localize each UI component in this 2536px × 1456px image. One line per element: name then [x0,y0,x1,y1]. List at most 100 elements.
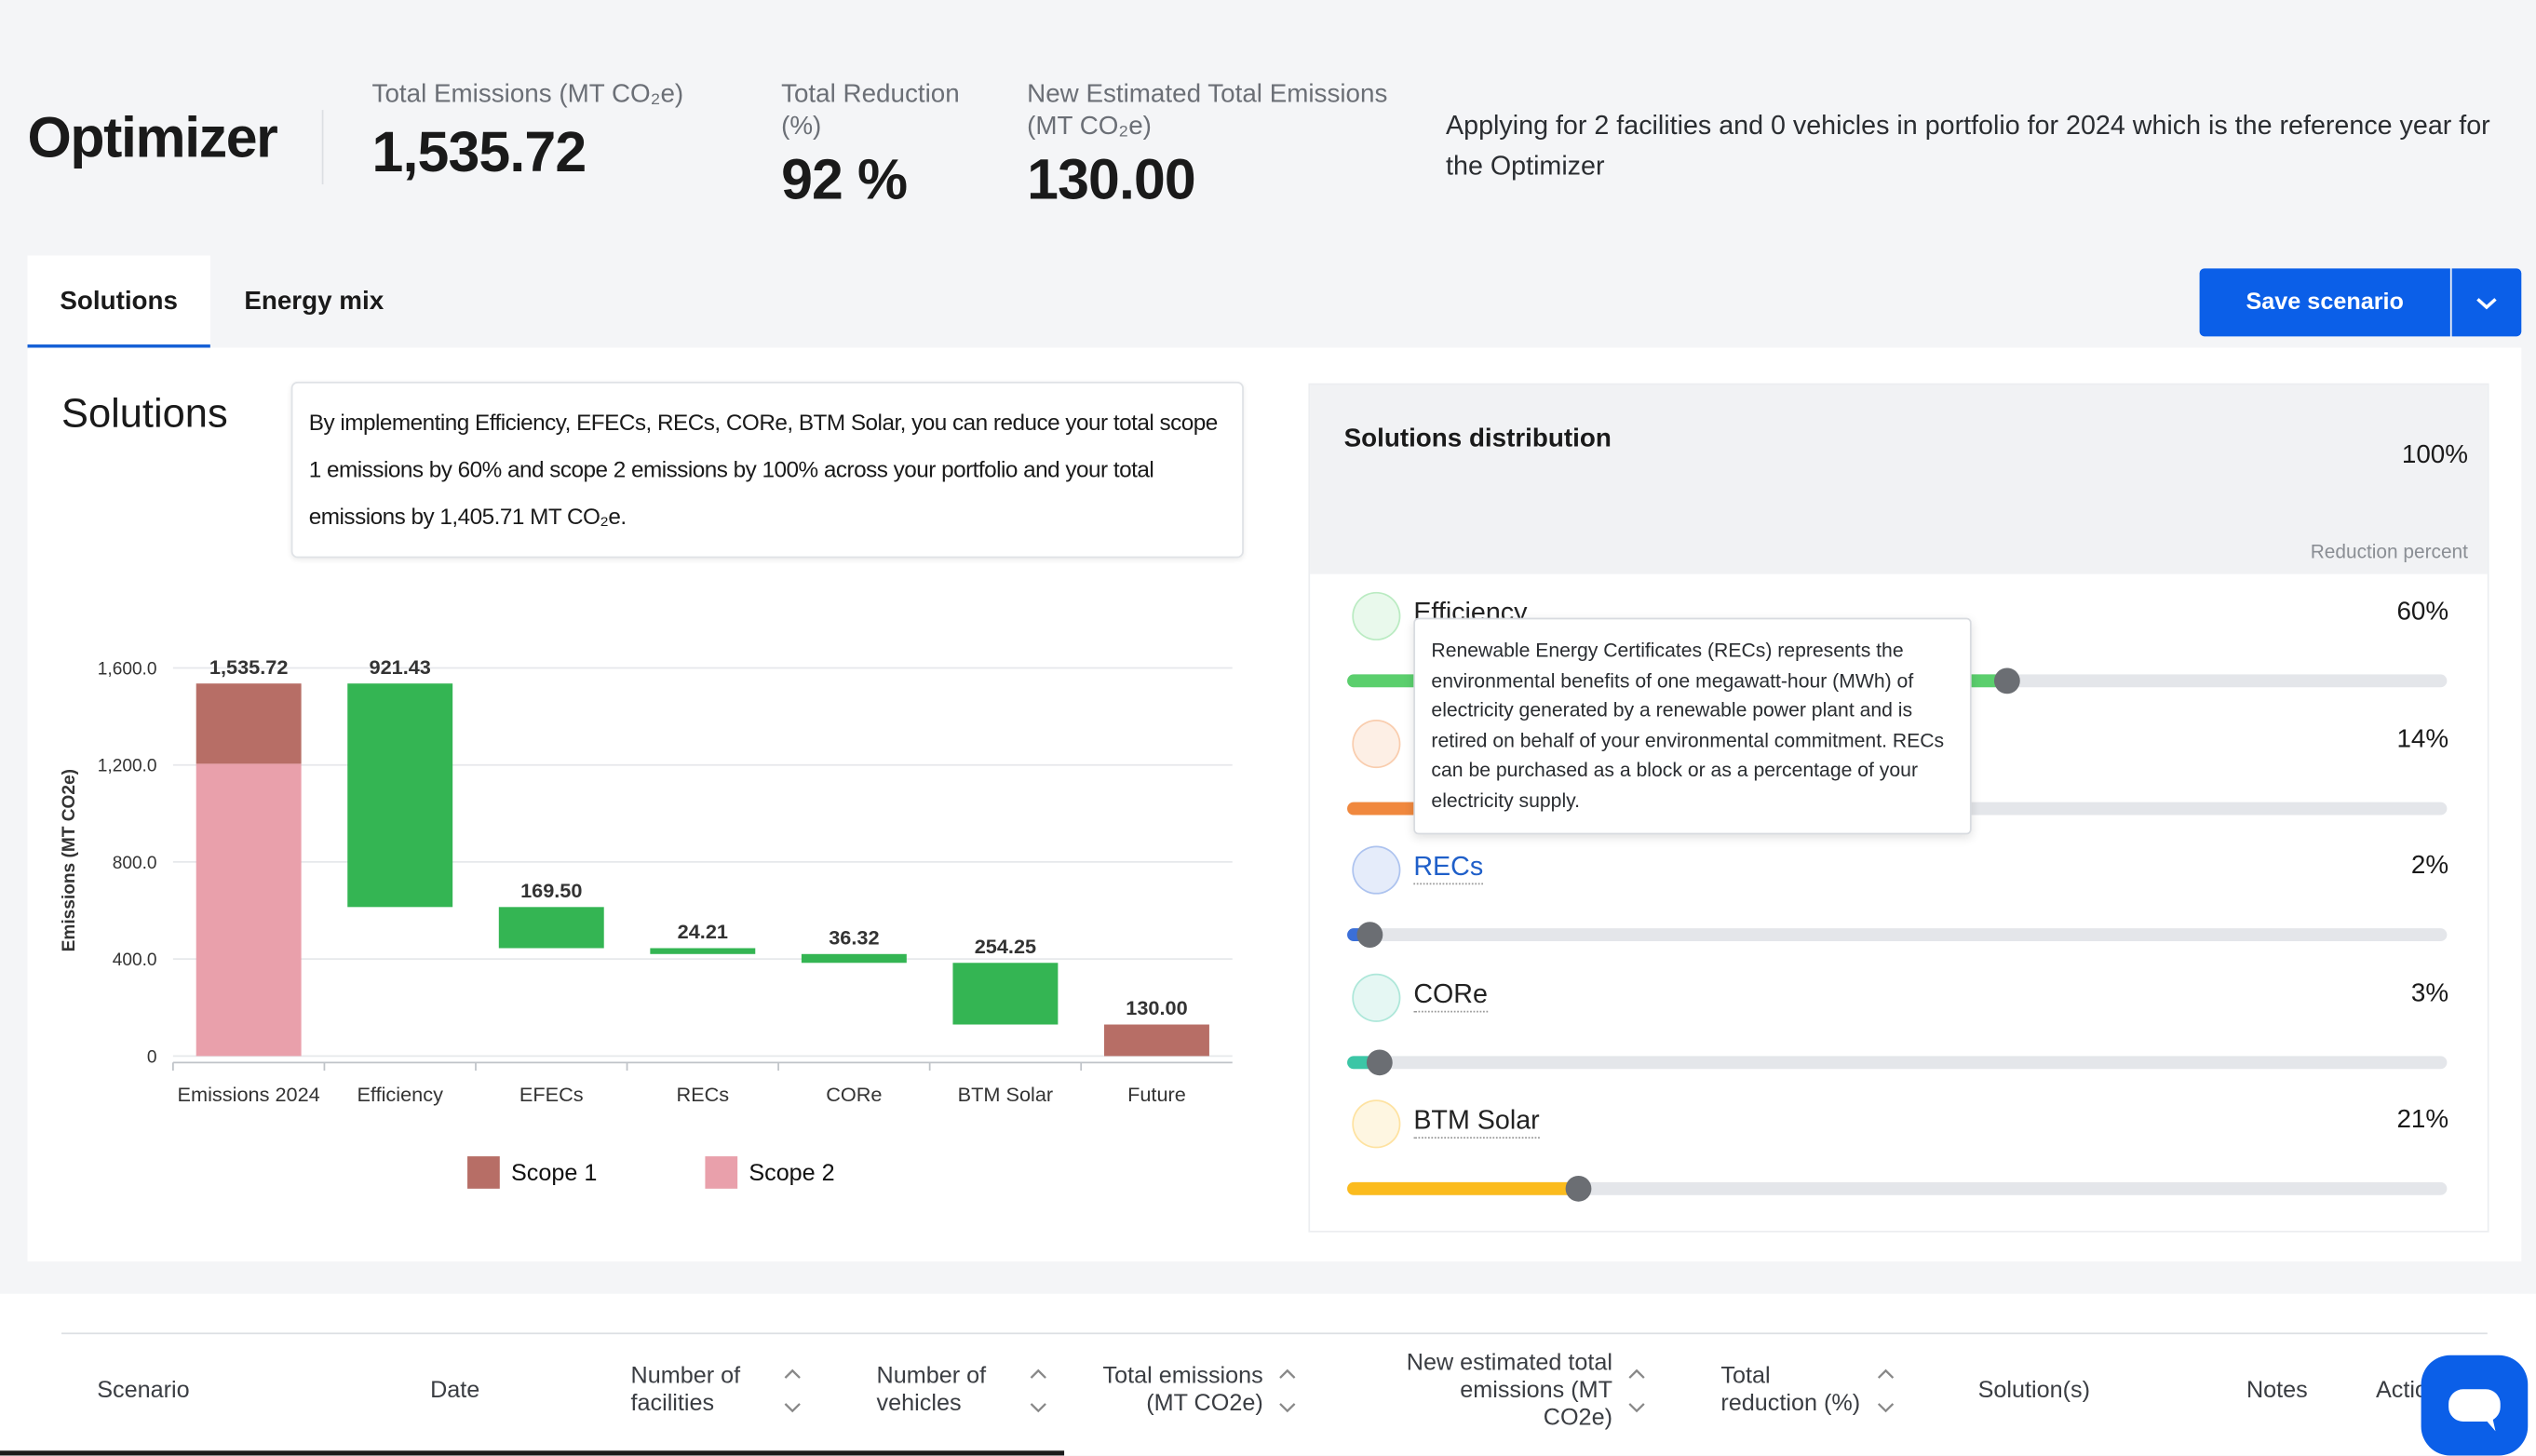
y-tick-label: 400.0 [113,950,157,970]
percent-unit: % [2425,725,2449,753]
y-tick-label: 1,200.0 [98,757,157,776]
section-title: Solutions [61,391,228,438]
percent-unit: % [2425,1106,2449,1134]
column-header[interactable]: Scenario [97,1377,190,1404]
description: Applying for 2 facilities and 0 vehicles… [1446,111,2490,182]
tab-label: Solutions [60,288,178,316]
percent-value: 60 [2396,598,2426,627]
metric-label: Total Reduction (%) [781,80,960,142]
sort-arrows [1627,1367,1647,1415]
percent-unit: % [2425,852,2449,881]
page-title: Optimizer [27,106,278,170]
solution-percent: 21% [2329,1106,2449,1135]
x-tick-label: Efficiency [357,1083,443,1106]
reduction-bar [498,907,604,949]
column-header[interactable]: Solution(s) [1977,1377,2091,1404]
chat-button[interactable] [2421,1355,2529,1456]
column-header[interactable]: Date [430,1377,480,1404]
bar-segment [1104,1024,1209,1057]
summary: By implementing Efficiency, EFECs, RECs,… [290,381,1244,559]
solution-icon [1352,591,1401,640]
y-tick-label: 0 [147,1047,157,1067]
distribution-total: 100% [2401,441,2468,469]
sort-arrows [1029,1367,1048,1415]
legend-swatch [467,1156,500,1189]
metric-label: New Estimated Total Emissions (MT CO₂e) [1027,80,1388,142]
solution-percent: 3% [2329,978,2448,1008]
chat-icon [2448,1389,2501,1432]
column-header[interactable]: Notes [2246,1377,2308,1404]
legend-label: Scope 1 [511,1160,597,1186]
x-tick-label: Emissions 2024 [178,1083,320,1106]
sort-icon [1279,1368,1296,1413]
metric-value: 92 % [781,148,908,212]
y-axis-label: Emissions (MT CO2e) [60,769,79,951]
slider-track [1347,1181,2448,1195]
metric-value: 130.00 [1027,148,1196,212]
waterfall-chart: 0 400.0 800.0 1,200.0 1,600.0 Emissions (MT C… [60,655,1233,1189]
percent-value: 3 [2410,978,2426,1007]
value-label: 921.43 [370,655,431,679]
reduction-bar [952,963,1059,1025]
value-label: 130.00 [1126,996,1187,1019]
save-button[interactable]: Save scenario [2199,268,2450,337]
scrollbar [0,1450,1065,1456]
column-header[interactable]: Total reduction (%) [1720,1363,1861,1417]
y-tick-label: 1,600.0 [98,659,157,679]
slider-track [1347,1055,2448,1069]
percent-unit: % [2425,598,2449,627]
value-label: 36.32 [829,925,879,949]
solution-name: CORe [1413,979,1488,1012]
bar-segment [196,683,302,764]
distribution-title: Solutions distribution [1343,425,1612,453]
x-tick-label: CORe [826,1083,882,1106]
column-header[interactable]: Number of facilities [630,1363,741,1417]
legend-swatch [705,1156,738,1189]
solution-percent: 14% [2329,725,2449,754]
x-tick-label: BTM Solar [958,1083,1054,1106]
reduction-bar [347,683,453,908]
tooltip: Renewable Energy Certificates (RECs) rep… [1413,617,1972,835]
solution-percent: 2% [2329,852,2449,882]
chevron [2476,298,2497,310]
divider [321,110,324,185]
solution-icon [1352,845,1401,895]
column-header[interactable]: Total emissions (MT CO2e) [1102,1363,1263,1417]
slider-fill [1347,1181,1579,1195]
percent-value: 2 [2410,852,2426,881]
solution-percent: 60% [2329,598,2449,627]
column-label: Reduction percent [2310,540,2468,563]
tab[interactable]: Solutions [27,255,210,350]
column-header[interactable]: Number of vehicles [876,1363,987,1417]
solution-icon [1352,1099,1401,1149]
legend-label: Scope 2 [749,1160,834,1186]
tab-label[interactable]: Energy mix [244,288,384,316]
reduction-bar [650,948,756,954]
slider-knob[interactable] [1565,1175,1592,1202]
bar-segment [196,763,302,1057]
save-dropdown[interactable] [2451,268,2522,337]
slider-knob[interactable] [1356,922,1383,948]
sort-arrows [783,1367,803,1415]
solution-name: BTM Solar [1413,1106,1540,1139]
value-label: 1,535.72 [209,655,288,679]
value-label: 169.50 [520,879,582,902]
slider-knob[interactable] [1993,667,2020,694]
metric-label: Total Emissions (MT CO₂e) [371,80,684,109]
table-rule [61,1332,2488,1335]
sort-icon [1030,1368,1046,1413]
percent-value: 21 [2396,1106,2426,1134]
x-tick-label: Future [1127,1083,1186,1106]
table-panel [0,1293,2536,1456]
metric-value: 1,535.72 [371,121,587,185]
sort-icon [784,1368,801,1413]
sort-icon [1628,1368,1645,1413]
solution-icon [1352,972,1401,1022]
value-label: 254.25 [975,935,1036,958]
solution-icon [1352,719,1401,768]
column-header[interactable]: New estimated total emissions (MT CO2e) [1406,1349,1612,1431]
slider-knob[interactable] [1367,1048,1394,1075]
solution-name: RECs [1413,853,1484,885]
